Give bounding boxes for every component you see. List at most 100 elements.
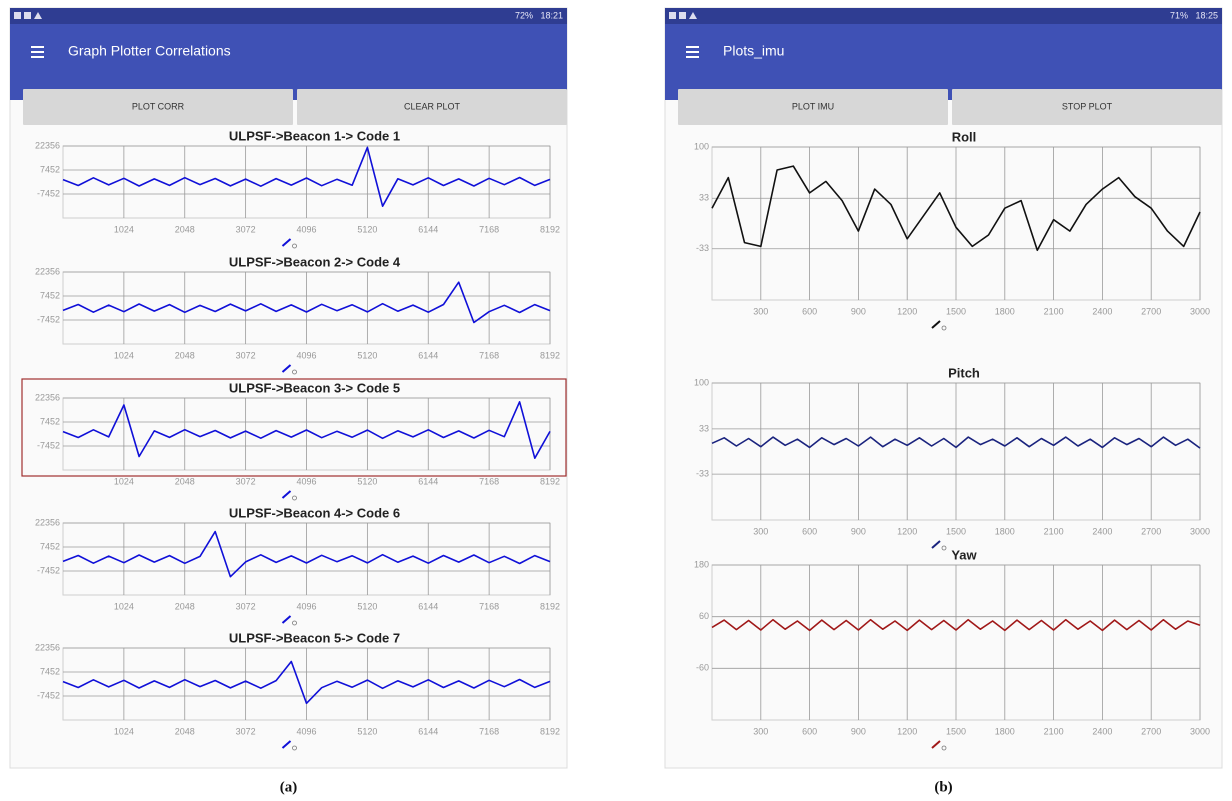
x-tick-label: 8192 [540,601,560,611]
caption: (b) [934,779,952,795]
x-tick-label: 8192 [540,350,560,360]
x-tick-label: 3072 [236,601,256,611]
x-tick-label: 1500 [946,306,966,316]
caption: (a) [280,779,298,795]
x-tick-label: 900 [851,306,866,316]
button-label[interactable]: PLOT IMU [792,101,834,111]
chart-title: ULPSF->Beacon 4-> Code 6 [229,505,400,520]
y-tick-label: 7452 [40,290,60,300]
y-tick-label: 22356 [35,140,60,150]
screenshot-pair: 72%18:21Graph Plotter CorrelationsPLOT C… [0,0,1232,801]
x-tick-label: 5120 [357,350,377,360]
x-tick-label: 2400 [1092,526,1112,536]
x-tick-label: 1024 [114,601,134,611]
y-tick-label: -33 [696,468,709,478]
y-tick-label: -7452 [37,314,60,324]
x-tick-label: 1800 [995,526,1015,536]
x-tick-label: 7168 [479,350,499,360]
x-tick-label: 2100 [1044,726,1064,736]
x-tick-label: 1024 [114,476,134,486]
y-tick-label: 7452 [40,666,60,676]
x-tick-label: 2048 [175,601,195,611]
x-tick-label: 2048 [175,224,195,234]
status-battery: 71% [1170,10,1188,20]
x-tick-label: 300 [753,306,768,316]
y-tick-label: 7452 [40,164,60,174]
y-tick-label: 22356 [35,517,60,527]
x-tick-label: 4096 [296,476,316,486]
y-tick-label: 22356 [35,266,60,276]
x-tick-label: 600 [802,526,817,536]
y-tick-label: -7452 [37,440,60,450]
x-tick-label: 900 [851,526,866,536]
status-time: 18:25 [1195,10,1218,20]
page: {"panels": [ {"status": {"battery": "72%… [0,0,1232,801]
x-tick-label: 3072 [236,350,256,360]
x-tick-label: 600 [802,726,817,736]
x-tick-label: 8192 [540,476,560,486]
status-bar [665,8,1222,24]
x-tick-label: 1200 [897,306,917,316]
x-tick-label: 4096 [296,726,316,736]
x-tick-label: 7168 [479,601,499,611]
x-tick-label: 4096 [296,350,316,360]
x-tick-label: 6144 [418,224,438,234]
x-tick-label: 6144 [418,350,438,360]
app-bar [665,24,1222,100]
y-tick-label: 100 [694,377,709,387]
button-label[interactable]: CLEAR PLOT [404,101,461,111]
status-icon [669,12,676,19]
x-tick-label: 4096 [296,224,316,234]
x-tick-label: 900 [851,726,866,736]
status-icon [679,12,686,19]
x-tick-label: 1200 [897,526,917,536]
y-tick-label: 60 [699,611,709,621]
x-tick-label: 1024 [114,224,134,234]
app-title: Graph Plotter Correlations [68,43,231,59]
x-tick-label: 2048 [175,726,195,736]
y-tick-label: 22356 [35,642,60,652]
chart-title: Yaw [951,547,977,562]
x-tick-label: 1200 [897,726,917,736]
y-tick-label: 180 [694,559,709,569]
x-tick-label: 3000 [1190,726,1210,736]
x-tick-label: 2400 [1092,726,1112,736]
x-tick-label: 300 [753,726,768,736]
x-tick-label: 7168 [479,476,499,486]
x-tick-label: 1500 [946,726,966,736]
chart-title: ULPSF->Beacon 2-> Code 4 [229,254,401,269]
x-tick-label: 2100 [1044,306,1064,316]
y-tick-label: -7452 [37,690,60,700]
status-icon [24,12,31,19]
status-bar [10,8,567,24]
x-tick-label: 3072 [236,726,256,736]
x-tick-label: 5120 [357,601,377,611]
x-tick-label: 2700 [1141,726,1161,736]
y-tick-label: -33 [696,243,709,253]
x-tick-label: 2048 [175,476,195,486]
x-tick-label: 8192 [540,726,560,736]
button-label[interactable]: PLOT CORR [132,101,185,111]
x-tick-label: 2100 [1044,526,1064,536]
x-tick-label: 3000 [1190,526,1210,536]
app-title: Plots_imu [723,43,784,59]
x-tick-label: 5120 [357,476,377,486]
x-tick-label: 4096 [296,601,316,611]
x-tick-label: 6144 [418,601,438,611]
chart-title: ULPSF->Beacon 5-> Code 7 [229,630,400,645]
y-tick-label: 22356 [35,392,60,402]
x-tick-label: 1024 [114,350,134,360]
status-time: 18:21 [540,10,563,20]
x-tick-label: 1024 [114,726,134,736]
x-tick-label: 2048 [175,350,195,360]
button-label[interactable]: STOP PLOT [1062,101,1113,111]
x-tick-label: 7168 [479,224,499,234]
x-tick-label: 3000 [1190,306,1210,316]
y-tick-label: -7452 [37,188,60,198]
y-tick-label: 100 [694,141,709,151]
x-tick-label: 2700 [1141,526,1161,536]
y-tick-label: -7452 [37,565,60,575]
x-tick-label: 300 [753,526,768,536]
x-tick-label: 2700 [1141,306,1161,316]
x-tick-label: 8192 [540,224,560,234]
